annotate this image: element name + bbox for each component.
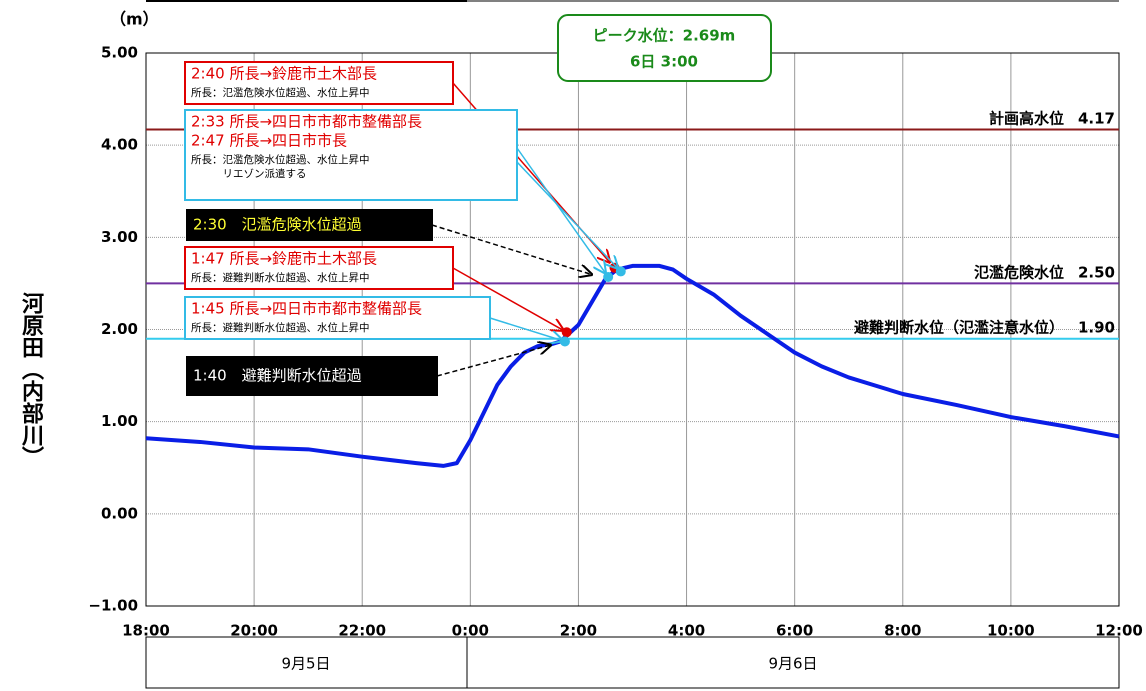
annotation-text: 1:45 所長→四日市市都市整備部長 (191, 300, 422, 318)
annotation-text: 2:47 所長→四日市市長 (191, 132, 347, 150)
y-tick-label: 5.00 (101, 44, 138, 62)
reference-label: 計画高水位 4.17 (989, 109, 1115, 127)
y-tick-label: 4.00 (101, 136, 138, 154)
event-point (561, 327, 572, 338)
annotation-arrow (516, 161, 618, 268)
x-tick-label: 8:00 (884, 622, 921, 640)
y-axis-label: 河原田（内部川） (18, 292, 45, 468)
date-label: 9月5日 (281, 655, 330, 673)
event-point (603, 271, 614, 282)
annotation-arrow (489, 317, 563, 341)
annotation-box (186, 209, 433, 241)
reference-name: 計画高水位 (989, 109, 1064, 127)
reference-value: 2.50 (1078, 263, 1115, 281)
reference-name: 氾濫危険水位 (974, 263, 1064, 281)
x-tick-label: 6:00 (776, 622, 813, 640)
date-label: 9月6日 (768, 655, 817, 673)
y-tick-label: 3.00 (101, 228, 138, 246)
event-point (559, 336, 570, 347)
data-line (145, 263, 1120, 468)
y-tick-label: 0.00 (101, 504, 138, 522)
x-tick-label: 4:00 (668, 622, 705, 640)
annotation-box (184, 296, 491, 340)
annotation-box (184, 109, 518, 201)
annotation-arrow (452, 267, 563, 330)
reference-name: 避難判断水位（氾濫注意水位） (854, 318, 1064, 336)
annotation-arrow (431, 224, 592, 275)
y-unit: （m） (110, 10, 159, 29)
y-tick-label: 2.00 (101, 320, 138, 338)
x-tick-label: 10:00 (987, 622, 1035, 640)
annotation-arrow (436, 345, 551, 377)
annotation-text: 1:47 所長→鈴鹿市土木部長 (191, 250, 377, 268)
y-tick-label: 1.00 (101, 412, 138, 430)
event-point (615, 266, 626, 277)
annotation-text: 所長：氾濫危険水位超過、水位上昇中 (191, 153, 370, 166)
x-tick-label: 2:00 (560, 622, 597, 640)
annotation-text: 所長：氾濫危険水位超過、水位上昇中 (191, 86, 370, 99)
annotation-box (184, 61, 454, 105)
annotation-text: 2:30 氾濫危険水位超過 (193, 216, 362, 234)
annotation-arrow (516, 147, 605, 273)
reference-label: 避難判断水位（氾濫注意水位） 1.90 (854, 318, 1115, 336)
reference-value: 4.17 (1078, 109, 1115, 127)
annotation-text: 所長：避難判断水位超過、水位上昇中 (191, 321, 370, 334)
annotation-text: 2:40 所長→鈴鹿市土木部長 (191, 65, 377, 83)
annotation-box (186, 356, 438, 396)
reference-value: 1.90 (1078, 318, 1115, 336)
annotation-text: 所長：避難判断水位超過、水位上昇中 (191, 271, 370, 284)
x-tick-label: 18:00 (122, 622, 170, 640)
x-tick-label: 22:00 (338, 622, 386, 640)
annotation-text: リエゾン派遣する (191, 167, 307, 180)
annotation-box (184, 246, 454, 290)
reference-label: 氾濫危険水位 2.50 (974, 263, 1115, 281)
peak-box: ピーク水位：2.69m 6日 3:00 (557, 14, 772, 82)
peak-text: ピーク水位：2.69m (593, 27, 736, 45)
annotation-text: 2:33 所長→四日市市都市整備部長 (191, 113, 422, 131)
x-tick-label: 0:00 (452, 622, 489, 640)
y-tick-label: −1.00 (88, 597, 138, 615)
peak-text: 6日 3:00 (630, 53, 698, 71)
x-tick-label: 20:00 (230, 622, 278, 640)
x-tick-label: 12:00 (1095, 622, 1143, 640)
annotation-text: 1:40 避難判断水位超過 (193, 367, 362, 385)
date-table (145, 636, 1120, 689)
peak-border (557, 14, 772, 82)
